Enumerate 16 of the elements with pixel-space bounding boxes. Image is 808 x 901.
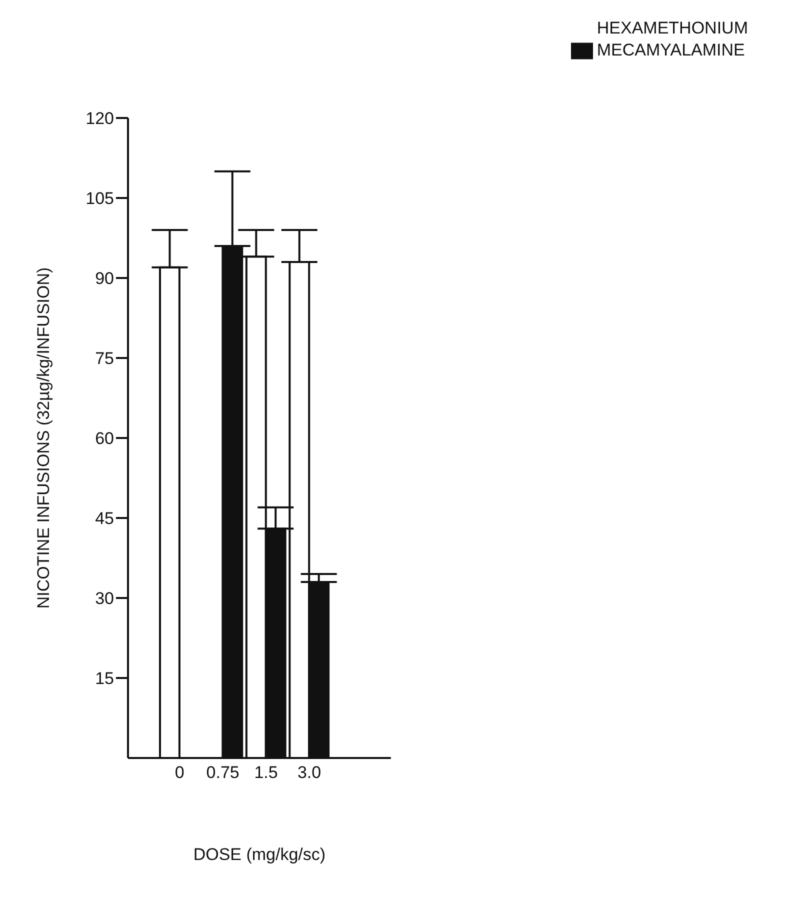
y-tick-label: 90 bbox=[95, 269, 114, 288]
x-tick-label: 1.5 bbox=[254, 763, 278, 782]
y-tick-label: 45 bbox=[95, 509, 114, 528]
y-axis-title: NICOTINE INFUSIONS (32µg/kg/INFUSION) bbox=[34, 267, 54, 609]
x-tick-label: 0.75 bbox=[206, 763, 240, 782]
y-tick-label: 120 bbox=[86, 109, 114, 128]
y-tick-label: 15 bbox=[95, 669, 114, 688]
x-axis-title: DOSE (mg/kg/sc) bbox=[193, 845, 326, 864]
y-tick-label: 30 bbox=[95, 589, 114, 608]
x-tick-label: 0 bbox=[174, 763, 184, 782]
x-tick-label: 3.0 bbox=[297, 763, 322, 782]
y-tick-label: 60 bbox=[95, 429, 114, 448]
text: HEXAMETHONIUM bbox=[596, 18, 748, 38]
legend-label: MECAMYALAMINE bbox=[596, 40, 745, 60]
y-tick-label: 75 bbox=[95, 349, 114, 368]
y-tick-label: 105 bbox=[86, 189, 114, 208]
